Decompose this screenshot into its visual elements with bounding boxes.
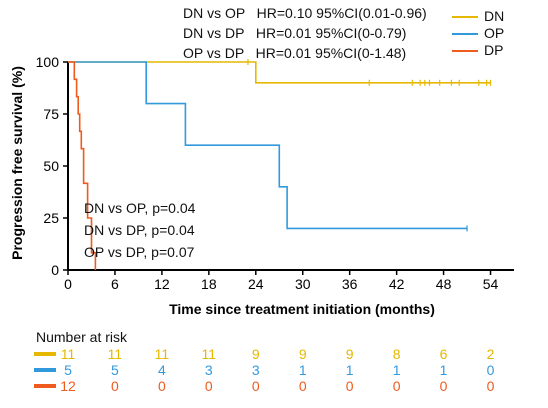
x-tick-label: 6 [111,276,119,292]
risk-count-cell: 0 [204,378,213,394]
legend-label-op: OP [484,25,505,41]
risk-count-cell: 5 [111,362,119,378]
legend-label-dn: DN [484,8,505,24]
risk-count-cell: 1 [439,362,448,378]
y-axis-label: Progression free survival (%) [9,66,25,260]
legend-swatch-op [452,33,478,35]
risk-count-cell: 0 [157,378,166,394]
risk-count-cell: 0 [298,378,307,394]
x-tick-label: 24 [248,276,264,292]
risk-count-cell: 6 [439,346,448,362]
risk-count-cell: 12 [60,378,76,394]
risk-count-cell: 11 [60,346,76,362]
x-tick-label: 48 [436,276,452,292]
risk-count-cell: 5 [64,362,72,378]
risk-count-cell: 3 [251,362,260,378]
risk-count-cell: 1 [392,362,401,378]
p-value-1: DN vs OP, p=0.04 [84,200,196,216]
hazard-ratio-1: DN vs OP HR=0.10 95%CI(0.01-0.96) [183,5,427,21]
risk-count-cell: 1 [345,362,354,378]
legend-swatch-dn [452,16,478,18]
risk-count-cell: 0 [439,378,448,394]
y-tick-label: 0 [51,262,59,278]
x-tick-label: 30 [295,276,311,292]
risk-count-cell: 8 [392,346,401,362]
risk-row-swatch [34,352,56,356]
risk-count-cell: 3 [204,362,213,378]
risk-count-cell: 11 [201,346,217,362]
risk-count-cell: 1 [298,362,307,378]
risk-count-cell: 2 [486,346,495,362]
survival-curves [68,59,492,270]
p-value-3: OP vs DP, p=0.07 [84,244,195,260]
x-axis-label: Time since treatment initiation (months) [169,301,435,317]
legend-label-dp: DP [484,42,504,58]
risk-row-swatch [34,384,56,388]
survival-curve-dp [68,61,97,270]
y-tick-label: 75 [43,106,59,122]
hazard-ratio-3: OP vs DP HR=0.01 95%CI(0-1.48) [183,45,407,61]
p-value-2: DN vs DP, p=0.04 [84,222,195,238]
chart-axes: 0 6 12 18 24 30 36 42 48 54 0 25 50 75 100 [36,54,514,292]
risk-count-cell: 9 [298,346,307,362]
x-tick-label: 54 [483,276,499,292]
risk-row-swatch [34,368,56,372]
y-tick-label: 100 [36,54,60,70]
risk-count-cell: 0 [251,378,260,394]
risk-count-cell: 0 [345,378,354,394]
risk-count-cell: 9 [345,346,354,362]
x-tick-label: 12 [154,276,170,292]
x-tick-label: 42 [389,276,405,292]
survival-curve-dn [68,61,491,84]
x-tick-label: 36 [342,276,358,292]
risk-count-cell: 4 [157,362,166,378]
risk-count-cell: 0 [111,378,119,394]
legend-swatch-dp [452,50,478,52]
risk-count-cell: 0 [486,362,495,378]
x-tick-label: 0 [64,276,72,292]
x-tick-label: 18 [201,276,217,292]
y-tick-label: 25 [43,210,59,226]
survival-curve-op [68,61,468,230]
hazard-ratio-2: DN vs DP HR=0.01 95%CI(0-0.79) [183,25,407,41]
risk-count-cell: 0 [392,378,401,394]
y-tick-label: 50 [43,158,59,174]
risk-table-title: Number at risk [36,329,128,345]
risk-count-cell: 0 [486,378,495,394]
risk-count-cell: 9 [251,346,260,362]
risk-count-cell: 11 [107,346,123,362]
risk-count-cell: 11 [154,346,170,362]
